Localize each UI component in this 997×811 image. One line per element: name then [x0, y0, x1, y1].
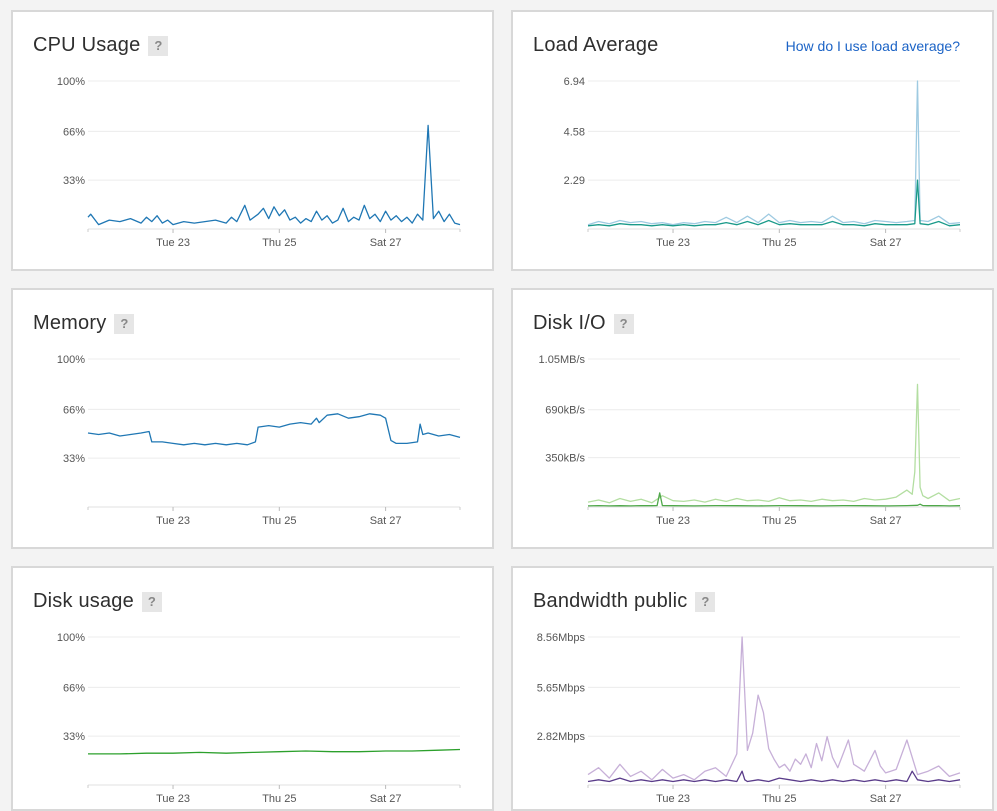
help-icon[interactable]: ? — [695, 591, 716, 612]
x-tick-label: Sat 27 — [870, 515, 902, 527]
x-tick-label: Tue 23 — [656, 793, 690, 805]
load-average-title: Load Average — [533, 34, 659, 56]
disk-io-card: Disk I/O ? 1.05MB/s 690kB/s 350kB/s Tue 23 T… — [511, 288, 994, 549]
y-tick-label: 66% — [63, 682, 85, 694]
help-icon[interactable]: ? — [114, 313, 135, 334]
cpu-usage-chart: 100% 66% 33% Tue 23 Thu 25 Sat 27 — [57, 76, 461, 249]
bandwidth-public-chart: 8.56Mbps 5.65Mbps 2.82Mbps Tue 23 Thu 25 Sat … — [537, 632, 961, 805]
card-title: CPU Usage ? — [33, 34, 169, 57]
x-tick-label: Thu 25 — [262, 793, 296, 805]
y-tick-label: 5.65Mbps — [537, 682, 586, 694]
y-tick-label: 66% — [63, 404, 85, 416]
card-title: Memory ? — [33, 312, 135, 335]
x-tick-label: Sat 27 — [870, 237, 902, 249]
y-tick-label: 100% — [57, 632, 85, 644]
cpu-usage-title: CPU Usage — [33, 34, 141, 56]
y-tick-label: 350kB/s — [545, 453, 585, 465]
y-tick-label: 690kB/s — [545, 405, 585, 417]
x-tick-label: Sat 27 — [370, 793, 402, 805]
load-average-card: Load Average How do I use load average? … — [511, 10, 994, 271]
y-tick-label: 2.29 — [564, 175, 585, 187]
load-average-chart: 6.94 4.58 2.29 Tue 23 Thu 25 Sat 27 — [564, 76, 961, 249]
series-line — [587, 80, 961, 226]
y-tick-label: 2.82Mbps — [537, 731, 586, 743]
y-tick-label: 66% — [63, 126, 85, 138]
load-average-help-link[interactable]: How do I use load average? — [785, 38, 960, 54]
x-tick-label: Sat 27 — [870, 793, 902, 805]
cpu-usage-card: CPU Usage ? 100% 66% 33% Tue 23 Thu 25 Sat 27 — [11, 10, 494, 271]
bandwidth-public-card: Bandwidth public ? 8.56Mbps 5.65Mbps 2.82M… — [511, 566, 994, 811]
memory-card: Memory ? 100% 66% 33% Tue 23 Thu 25 Sat 27 — [11, 288, 494, 549]
bandwidth-public-title: Bandwidth public — [533, 590, 688, 612]
y-tick-label: 33% — [63, 175, 85, 187]
card-title: Load Average — [533, 34, 658, 57]
x-tick-label: Sat 27 — [370, 237, 402, 249]
y-tick-label: 4.58 — [564, 126, 585, 138]
x-tick-label: Thu 25 — [762, 515, 796, 527]
series-line — [87, 413, 461, 446]
x-tick-label: Thu 25 — [262, 237, 296, 249]
memory-title: Memory — [33, 312, 107, 334]
series-line — [587, 383, 961, 504]
series-line — [587, 636, 961, 781]
y-tick-label: 33% — [63, 731, 85, 743]
y-tick-label: 8.56Mbps — [537, 632, 586, 644]
disk-io-chart: 1.05MB/s 690kB/s 350kB/s Tue 23 Thu 25 Sat 27 — [539, 354, 961, 527]
series-line — [87, 124, 461, 226]
x-tick-label: Thu 25 — [762, 237, 796, 249]
card-title: Disk I/O ? — [533, 312, 634, 335]
series-line — [88, 748, 461, 755]
x-tick-label: Thu 25 — [262, 515, 296, 527]
y-tick-label: 100% — [57, 76, 85, 88]
series-line — [587, 179, 961, 227]
y-tick-label: 100% — [57, 354, 85, 366]
x-tick-label: Tue 23 — [156, 515, 190, 527]
y-tick-label: 1.05MB/s — [539, 354, 586, 366]
disk-usage-title: Disk usage — [33, 590, 134, 612]
x-tick-label: Tue 23 — [656, 237, 690, 249]
help-icon[interactable]: ? — [141, 591, 162, 612]
memory-chart: 100% 66% 33% Tue 23 Thu 25 Sat 27 — [57, 354, 461, 527]
series-line — [587, 492, 961, 507]
help-icon[interactable]: ? — [148, 35, 169, 56]
series-line — [587, 770, 961, 783]
help-icon[interactable]: ? — [613, 313, 634, 334]
card-title: Disk usage ? — [33, 590, 162, 613]
x-tick-label: Tue 23 — [156, 237, 190, 249]
x-tick-label: Tue 23 — [656, 515, 690, 527]
x-tick-label: Thu 25 — [762, 793, 796, 805]
y-tick-label: 33% — [63, 453, 85, 465]
disk-usage-card: Disk usage ? 100% 66% 33% Tue 23 Thu 25 Sat 2… — [11, 566, 494, 811]
disk-io-title: Disk I/O — [533, 312, 606, 334]
disk-usage-chart: 100% 66% 33% Tue 23 Thu 25 Sat 27 — [57, 632, 461, 805]
y-tick-label: 6.94 — [564, 76, 585, 88]
x-tick-label: Sat 27 — [370, 515, 402, 527]
x-tick-label: Tue 23 — [156, 793, 190, 805]
card-title: Bandwidth public ? — [533, 590, 716, 613]
